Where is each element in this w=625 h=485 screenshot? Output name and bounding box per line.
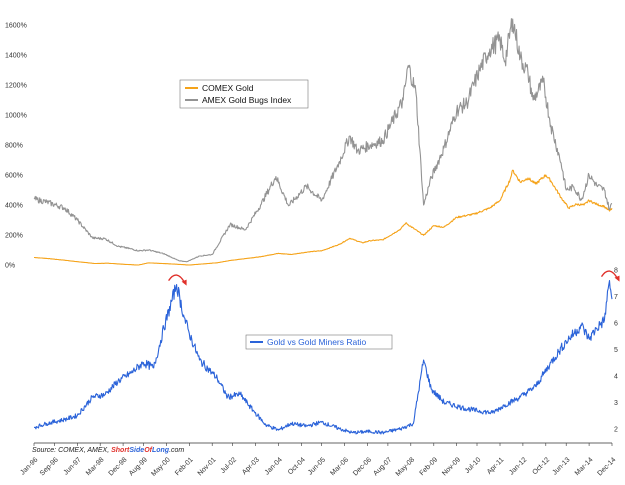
x-tick-label-Nov-09: Nov-09 (441, 456, 462, 477)
series-line-comex-gold (34, 169, 613, 266)
x-tick-label-May-08: May-08 (395, 456, 417, 478)
bottom-y-tick-6: 6 (614, 320, 618, 327)
top-y-tick-1200: 1200% (5, 83, 27, 90)
x-tick-label-Nov-01: Nov-01 (197, 456, 218, 477)
x-tick-label-Jul-10: Jul-10 (464, 456, 483, 475)
top-y-tick-1600: 1600% (5, 23, 27, 30)
x-tick-label-Mar-06: Mar-06 (329, 456, 350, 477)
bottom-y-tick-4: 4 (614, 373, 618, 380)
x-tick-label-Jun-13: Jun-13 (552, 456, 572, 476)
bottom-series-lines (34, 280, 613, 435)
bottom-y-tick-8: 8 (614, 268, 618, 275)
source-prefix: Source: COMEX, AMEX, (32, 447, 111, 454)
bottom-y-tick-3: 3 (614, 400, 618, 407)
x-tick-label-Jan-96: Jan-96 (19, 456, 39, 476)
peak-arrowhead-1 (181, 279, 187, 286)
bottom-y-axis: 2 3 4 5 6 7 8 (614, 268, 618, 434)
x-tick-label-Mar-98: Mar-98 (85, 456, 106, 477)
top-series-lines (33, 18, 613, 266)
top-y-tick-1000: 1000% (5, 113, 27, 120)
top-legend: COMEX Gold AMEX Gold Bugs Index (179, 79, 309, 109)
top-y-tick-0: 0% (5, 263, 15, 270)
peak-arrow-2 (600, 270, 619, 279)
x-tick-label-Jun-05: Jun-05 (307, 456, 327, 476)
bottom-legend: Gold vs Gold Miners Ratio (245, 334, 393, 350)
top-y-tick-800: 800% (5, 143, 23, 150)
source-brand-short: Short (111, 447, 130, 454)
top-y-tick-600: 600% (5, 173, 23, 180)
x-tick-label-Sep-96: Sep-96 (39, 456, 60, 477)
annotations (168, 270, 620, 286)
top-y-tick-200: 200% (5, 233, 23, 240)
source-note: Source: COMEX, AMEX, ShortSideOfLong.com (32, 447, 184, 454)
x-tick-label-Aug-99: Aug-99 (128, 456, 149, 477)
x-tick-label-Apr-11: Apr-11 (486, 456, 506, 476)
bottom-plot: 2 3 4 5 6 7 8 Gold vs Gold Miners Ratio (34, 268, 620, 435)
top-y-tick-1400: 1400% (5, 53, 27, 60)
x-tick-label-Feb-01: Feb-01 (174, 456, 195, 477)
peak-arrowhead-2 (614, 275, 620, 282)
legend-label-amex-gold-bugs: AMEX Gold Bugs Index (202, 95, 292, 105)
x-tick-label-Feb-09: Feb-09 (419, 456, 440, 477)
top-plot: 0% 200% 400% 600% 800% 1000% 1200% 1400% 1600% C… (5, 18, 613, 270)
source-brand-of: Of (144, 447, 152, 454)
x-tick-label-Mar-14: Mar-14 (574, 456, 595, 477)
x-axis: Jan-96 Sep-96 Jun-97 Mar-98 Dec-98 Aug-99 May-… (19, 443, 617, 478)
x-tick-label-Dec-98: Dec-98 (108, 456, 129, 477)
x-tick-label-Dec-06: Dec-06 (352, 456, 373, 477)
series-line-gold-vs-gold-miners-ratio (34, 280, 613, 435)
x-tick-label-May-00: May-00 (150, 456, 172, 478)
source-brand-side: Side (129, 447, 144, 454)
bottom-y-tick-2: 2 (614, 426, 618, 433)
x-tick-label-Oct-12: Oct-12 (531, 456, 551, 476)
x-tick-label-Apr-03: Apr-03 (241, 456, 261, 476)
bottom-y-tick-5: 5 (614, 347, 618, 354)
peak-arrow-1 (168, 274, 186, 283)
x-tick-label-Jan-04: Jan-04 (264, 456, 284, 476)
source-brand-com: .com (169, 447, 184, 454)
x-tick-label-Jan-12: Jan-12 (508, 456, 528, 476)
legend-label-comex-gold: COMEX Gold (202, 83, 254, 93)
series-line-amex-gold-bugs-index (33, 18, 613, 263)
x-tick-label-Dec-14: Dec-14 (596, 456, 617, 477)
legend-label-gold-miners-ratio: Gold vs Gold Miners Ratio (267, 337, 366, 347)
x-tick-label-Jul-02: Jul-02 (220, 456, 239, 475)
bottom-legend-box (245, 334, 393, 350)
x-tick-label-Jun-97: Jun-97 (63, 456, 83, 476)
top-y-axis: 0% 200% 400% 600% 800% 1000% 1200% 1400% 1600% (5, 23, 27, 270)
bottom-y-tick-7: 7 (614, 294, 618, 301)
source-brand-long: Long (152, 447, 170, 454)
top-y-tick-400: 400% (5, 203, 23, 210)
x-tick-label-Oct-04: Oct-04 (287, 456, 307, 476)
x-tick-label-Aug-07: Aug-07 (372, 456, 393, 477)
top-legend-box (179, 79, 309, 109)
